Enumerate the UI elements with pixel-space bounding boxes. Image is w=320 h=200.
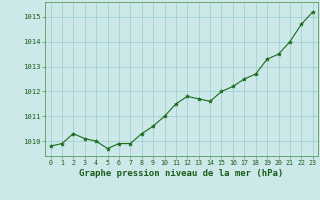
X-axis label: Graphe pression niveau de la mer (hPa): Graphe pression niveau de la mer (hPa) — [79, 169, 284, 178]
